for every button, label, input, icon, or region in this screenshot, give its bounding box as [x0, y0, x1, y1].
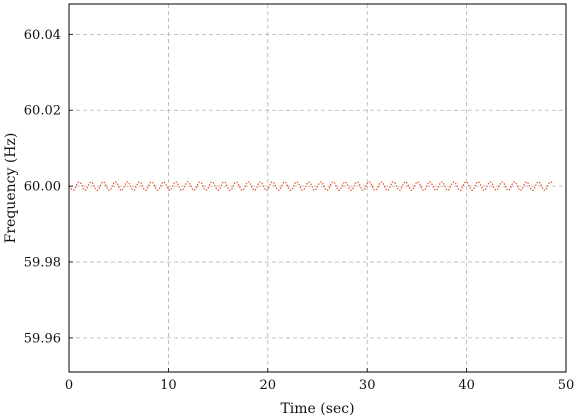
x-tick-label: 40 [458, 378, 475, 393]
axis-ticks: 0 10 20 30 40 50 59.96 59.98 60.00 60.02 60.04 [24, 28, 574, 393]
series-lines [68, 181, 553, 191]
y-tick-label: 59.96 [24, 331, 61, 346]
plot-frame [68, 3, 567, 373]
series-line-0 [68, 181, 553, 191]
x-tick-label: 20 [260, 378, 277, 393]
x-tick-label: 50 [558, 378, 575, 393]
x-axis-label: Time (sec) [280, 401, 354, 417]
x-tick-label: 10 [160, 378, 177, 393]
y-tick-label: 60.00 [24, 180, 61, 195]
y-tick-label: 60.02 [24, 104, 61, 119]
grid-lines [69, 4, 566, 372]
y-tick-label: 59.98 [24, 255, 61, 270]
y-axis-label: Frequency (Hz) [3, 133, 19, 244]
x-tick-label: 0 [65, 378, 73, 393]
y-tick-label: 60.04 [24, 28, 61, 43]
x-tick-label: 30 [359, 378, 376, 393]
